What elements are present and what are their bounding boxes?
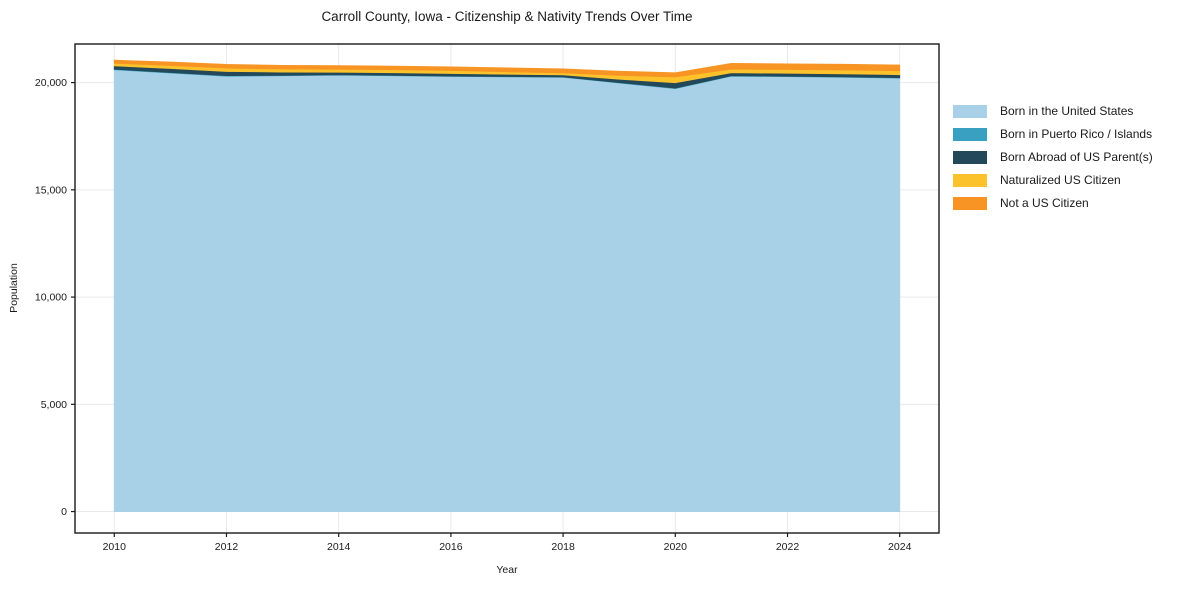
legend-swatch xyxy=(953,150,987,164)
x-tick-label: 2020 xyxy=(664,541,688,553)
y-tick-label: 10,000 xyxy=(35,292,67,304)
legend-swatch xyxy=(953,196,987,210)
legend-swatch xyxy=(953,127,987,141)
legend-label: Not a US Citizen xyxy=(1000,196,1089,210)
legend-label: Born in the United States xyxy=(1000,104,1134,118)
x-tick-label: 2010 xyxy=(103,541,127,553)
x-tick-label: 2012 xyxy=(215,541,239,553)
legend-item: Born in Puerto Rico / Islands xyxy=(953,127,1153,141)
y-tick-label: 20,000 xyxy=(35,77,67,89)
legend-item: Born in the United States xyxy=(953,104,1153,118)
legend-item: Not a US Citizen xyxy=(953,196,1153,210)
legend-swatch xyxy=(953,104,987,118)
x-axis-label: Year xyxy=(496,564,518,576)
legend-item: Naturalized US Citizen xyxy=(953,173,1153,187)
y-tick-label: 5,000 xyxy=(41,399,67,411)
legend-label: Born in Puerto Rico / Islands xyxy=(1000,127,1153,141)
x-tick-label: 2014 xyxy=(327,541,351,553)
plot-border xyxy=(74,43,940,534)
y-tick-label: 0 xyxy=(61,506,67,518)
x-tick-label: 2016 xyxy=(439,541,463,553)
x-tick-label: 2024 xyxy=(888,541,912,553)
area-series-0 xyxy=(113,69,901,512)
legend: Born in the United States Born in Puerto … xyxy=(953,104,1153,210)
legend-item: Born Abroad of US Parent(s) xyxy=(953,150,1153,164)
x-tick-label: 2022 xyxy=(776,541,800,553)
chart-title: Carroll County, Iowa - Citizenship & Nat… xyxy=(321,9,693,24)
y-tick-label: 15,000 xyxy=(35,184,67,196)
legend-label: Naturalized US Citizen xyxy=(1000,173,1121,187)
legend-swatch xyxy=(953,173,987,187)
legend-label: Born Abroad of US Parent(s) xyxy=(1000,150,1153,164)
area-series-4 xyxy=(113,59,901,78)
x-tick-label: 2018 xyxy=(551,541,575,553)
